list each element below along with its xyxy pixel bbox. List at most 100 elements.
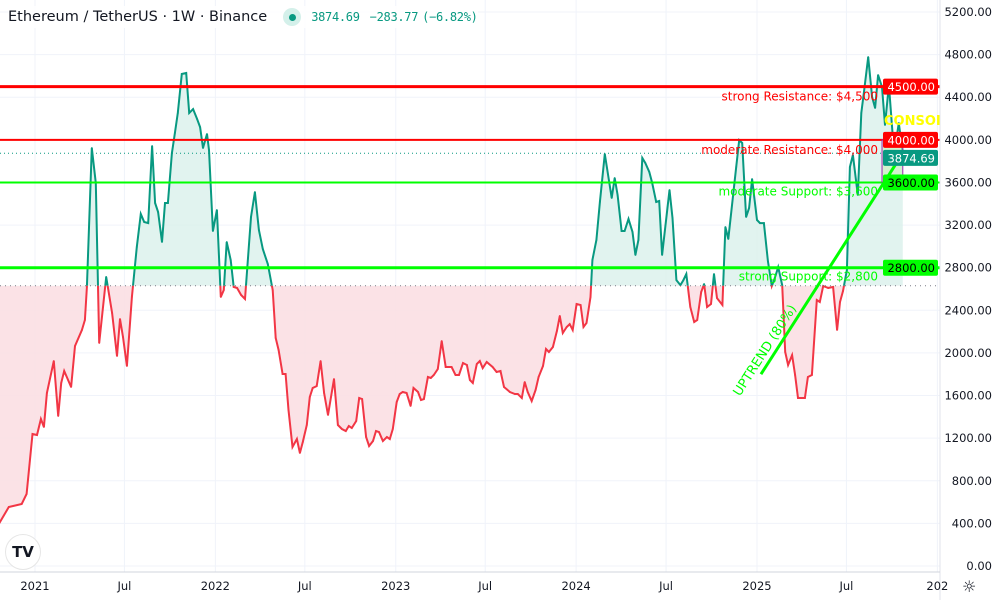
data-point	[784, 351, 787, 353]
data-point	[382, 440, 384, 442]
price-change-percent: (−6.82%)	[422, 10, 478, 24]
x-tick-label: Jul	[477, 579, 492, 593]
data-point	[440, 340, 443, 342]
data-point	[385, 436, 388, 438]
data-point	[130, 296, 133, 298]
uptrend-line[interactable]	[759, 152, 905, 376]
data-point	[305, 424, 308, 426]
data-point	[52, 360, 55, 362]
data-point	[759, 222, 761, 224]
data-point	[151, 145, 154, 147]
data-point	[287, 409, 290, 411]
data-point	[271, 289, 274, 291]
resistance-level-label: moderate Resistance: $4,000	[701, 143, 878, 157]
data-point	[311, 387, 314, 389]
data-point	[111, 312, 113, 314]
data-point	[627, 218, 630, 220]
data-point	[308, 396, 311, 398]
data-point	[291, 446, 294, 448]
data-point	[874, 107, 877, 109]
time-axis[interactable]: 2021 Jul 2022 Jul 2023 Jul 2024 Jul 2025 Jul 202	[20, 579, 948, 593]
data-point	[277, 349, 280, 351]
data-point	[454, 374, 457, 376]
data-point	[25, 493, 28, 495]
data-point	[766, 260, 769, 262]
price-change: −283.77	[369, 10, 419, 24]
data-point	[591, 259, 594, 261]
data-point	[724, 226, 727, 228]
data-point	[810, 374, 813, 376]
data-point	[398, 393, 401, 395]
data-point	[542, 365, 544, 367]
data-point	[721, 304, 724, 306]
data-point	[623, 230, 626, 232]
data-point	[219, 296, 222, 298]
sun-gear-icon[interactable]: ☼	[962, 577, 977, 596]
data-point	[192, 108, 195, 110]
data-point	[863, 89, 866, 91]
data-point	[296, 438, 298, 440]
data-point	[173, 132, 176, 134]
resistance-level-label: strong Resistance: $4,500	[721, 90, 878, 104]
price-tag-2800: 2800.00	[887, 261, 935, 275]
data-point	[391, 428, 394, 430]
data-point	[236, 287, 239, 289]
price-tag-current: 3874.69	[887, 151, 935, 165]
data-point	[534, 389, 537, 391]
data-point	[229, 259, 232, 261]
data-point	[98, 342, 101, 344]
data-point	[634, 254, 637, 256]
data-point	[794, 374, 796, 376]
data-point	[877, 74, 879, 76]
data-point	[119, 318, 121, 320]
data-point	[225, 241, 228, 243]
y-tick-label: 1200.00	[944, 431, 992, 445]
data-point	[648, 171, 651, 173]
data-point	[395, 401, 398, 403]
data-point	[63, 370, 66, 372]
symbol-title[interactable]: Ethereum / TetherUS · 1W · Binance	[8, 9, 268, 25]
data-point	[7, 506, 10, 508]
x-tick-label: 202	[926, 579, 948, 593]
data-point	[655, 201, 658, 203]
data-point	[727, 238, 730, 240]
chart-legend: Ethereum / TetherUS · 1W · Binance 3874.…	[8, 6, 478, 28]
data-point	[565, 326, 568, 328]
data-point	[298, 452, 301, 454]
x-tick-label: Jul	[117, 579, 132, 593]
data-point	[432, 374, 435, 376]
price-axis[interactable]: 0.00 400.00 800.00 1200.00 1600.00 2000.00 240…	[944, 5, 992, 573]
y-tick-label: 5200.00	[944, 5, 992, 19]
data-point	[462, 362, 464, 364]
tradingview-logo[interactable]: TV	[5, 534, 41, 570]
data-point	[180, 73, 183, 75]
data-point	[561, 332, 564, 334]
data-point	[552, 346, 554, 348]
data-point	[603, 153, 606, 155]
data-point	[613, 177, 616, 179]
x-tick-label: Jul	[839, 579, 854, 593]
data-point	[631, 231, 634, 233]
data-point	[616, 194, 619, 196]
support-level-label: strong Support: $2,800	[739, 270, 878, 284]
data-point	[856, 194, 859, 196]
data-point	[787, 364, 790, 366]
data-point	[409, 405, 412, 407]
data-point	[791, 354, 793, 356]
data-point	[199, 126, 201, 128]
data-point	[475, 363, 478, 365]
data-point	[815, 299, 818, 301]
data-point	[689, 306, 692, 308]
y-tick-label: 2000.00	[944, 346, 992, 360]
data-point	[365, 436, 368, 438]
data-point	[196, 118, 198, 120]
data-point	[206, 133, 208, 135]
data-point	[503, 386, 505, 388]
data-point	[575, 303, 578, 305]
data-point	[641, 157, 644, 159]
data-point	[45, 392, 48, 394]
data-point	[436, 368, 439, 370]
data-point	[372, 440, 374, 442]
x-tick-label: Jul	[658, 579, 673, 593]
